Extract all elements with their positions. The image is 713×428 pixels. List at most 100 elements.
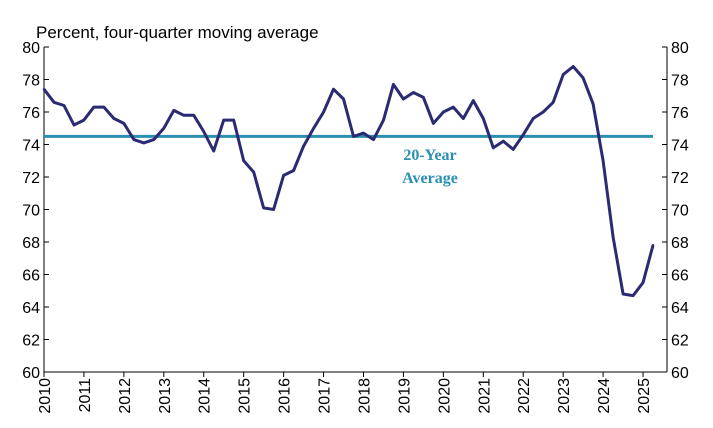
data-point <box>272 208 275 211</box>
x-tick-label: 2024 <box>596 378 613 414</box>
data-point <box>322 110 325 114</box>
x-tick-label: 2022 <box>516 378 533 414</box>
data-point <box>222 118 225 122</box>
right-y-tick-label: 64 <box>671 300 689 317</box>
left-y-tick-label: 64 <box>22 300 40 317</box>
data-point <box>392 83 395 86</box>
data-point <box>591 102 595 106</box>
data-point <box>72 123 76 127</box>
left-y-tick-label: 66 <box>22 268 40 285</box>
data-point <box>412 91 415 94</box>
data-point <box>382 118 385 122</box>
x-tick-label: 2016 <box>277 378 294 414</box>
data-point <box>202 130 205 133</box>
data-point <box>561 73 565 76</box>
left-y-tick-label: 76 <box>22 105 40 122</box>
left-y-tick-label: 72 <box>22 170 40 187</box>
left-y-tick-label: 60 <box>22 365 40 382</box>
x-tick-label: 2021 <box>476 378 493 414</box>
data-point <box>631 294 635 297</box>
series-points <box>42 65 655 297</box>
data-point <box>172 109 175 112</box>
data-point <box>112 117 116 120</box>
data-point <box>162 127 166 130</box>
plot-area <box>43 47 668 373</box>
data-point <box>512 148 515 151</box>
right-y-tick-label: 60 <box>671 365 689 382</box>
annotation-line1: 20-Year <box>403 147 456 164</box>
data-point <box>621 292 625 296</box>
x-tick-label: 2012 <box>117 378 134 414</box>
left-y-tick-label: 68 <box>22 235 40 252</box>
left-y-tick-label: 70 <box>22 203 40 220</box>
data-point <box>52 101 56 104</box>
data-point <box>212 149 215 153</box>
left-y-tick-label: 62 <box>22 333 40 350</box>
left-y-tick-label: 74 <box>22 138 40 155</box>
right-y-tick-label: 68 <box>671 235 689 252</box>
series-line <box>42 65 655 298</box>
data-point <box>332 88 335 91</box>
data-point <box>352 135 355 138</box>
data-point <box>262 206 265 210</box>
x-tick-label: 2011 <box>77 378 94 413</box>
right-y-tick-label: 62 <box>671 333 689 350</box>
data-point <box>492 146 495 149</box>
chart-title: Percent, four-quarter moving average <box>36 23 319 42</box>
data-point <box>122 122 126 125</box>
data-point <box>432 122 435 125</box>
right-y-tick-label: 72 <box>671 170 689 187</box>
right-y-tick-label: 80 <box>671 40 689 57</box>
x-tick-label: 2017 <box>317 378 334 414</box>
data-point <box>242 159 245 162</box>
data-point <box>62 104 66 107</box>
x-tick-label: 2025 <box>636 378 653 414</box>
data-point <box>232 118 235 122</box>
x-tick-label: 2018 <box>356 378 373 414</box>
x-tick-label: 2010 <box>37 378 54 414</box>
data-point <box>142 141 146 145</box>
data-point <box>292 169 295 172</box>
data-point <box>452 105 455 109</box>
data-point <box>581 76 585 80</box>
data-point <box>92 105 96 109</box>
data-point <box>132 138 136 141</box>
x-tick-label: 2023 <box>556 378 573 414</box>
left-y-tick-label: 78 <box>22 73 40 90</box>
data-point <box>532 117 535 120</box>
x-axis: 2010 2011 2012 2013 2014 2015 2016 2017 2018 2019… <box>37 372 653 414</box>
data-point <box>551 101 555 104</box>
x-tick-label: 2015 <box>237 378 254 414</box>
x-tick-label: 2013 <box>157 378 174 414</box>
data-point <box>182 114 185 117</box>
left-y-axis: 60 62 64 66 68 70 72 74 76 78 80 <box>22 40 49 382</box>
data-point <box>472 99 475 102</box>
right-y-tick-label: 76 <box>671 105 689 122</box>
data-point <box>641 281 645 284</box>
right-y-axis: 60 62 64 66 68 70 72 74 76 78 80 <box>662 40 689 382</box>
data-point <box>541 110 545 114</box>
right-y-tick-label: 66 <box>671 268 689 285</box>
data-point <box>651 244 655 247</box>
data-point <box>482 117 485 120</box>
data-point <box>342 97 345 101</box>
data-point <box>372 138 375 141</box>
data-point <box>601 159 605 162</box>
right-y-tick-label: 70 <box>671 203 689 220</box>
right-y-tick-label: 74 <box>671 138 689 155</box>
data-point <box>462 117 465 120</box>
data-point <box>422 96 425 99</box>
x-tick-label: 2019 <box>396 378 413 414</box>
annotation-line2: Average <box>402 170 458 187</box>
right-y-tick-label: 78 <box>671 73 689 90</box>
data-point <box>152 138 156 141</box>
data-point <box>442 110 445 114</box>
data-point <box>282 174 285 177</box>
data-point <box>102 105 106 109</box>
data-point <box>571 65 575 68</box>
data-point <box>252 170 255 174</box>
data-point <box>522 133 525 136</box>
data-point <box>502 140 505 143</box>
data-point <box>82 118 86 122</box>
